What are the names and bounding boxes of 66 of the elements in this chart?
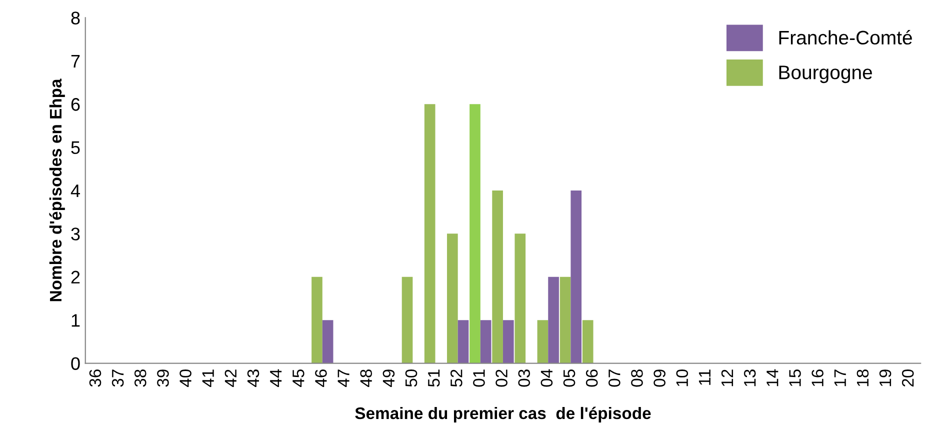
bar [492, 190, 503, 364]
x-tick-label: 47 [338, 370, 350, 387]
x-tick-label: 37 [112, 370, 124, 387]
bar [480, 320, 492, 364]
x-tick-label: 40 [180, 369, 192, 387]
bar [470, 104, 480, 364]
x-tick-label: 07 [608, 370, 620, 387]
x-tick-label: 01 [473, 370, 485, 387]
y-tick-label: 2 [71, 270, 80, 284]
x-tick-label: 08 [631, 370, 643, 387]
bar [570, 190, 582, 364]
bar [514, 234, 526, 364]
y-tick-label: 8 [71, 12, 80, 24]
x-tick-label: 19 [879, 370, 892, 386]
bar [548, 276, 559, 364]
bar [322, 320, 334, 364]
legend-label: Franche-Comté [779, 30, 912, 45]
x-tick-label: 36 [89, 370, 102, 387]
x-tick-label: 09 [654, 370, 666, 387]
x-tick-label: 44 [270, 369, 282, 387]
y-tick-label: 7 [71, 55, 80, 68]
x-tick-label: 45 [292, 370, 304, 387]
x-tick-label: 39 [157, 370, 169, 387]
x-tick-label: 48 [360, 370, 372, 387]
x-tick-label: 11 [698, 370, 710, 385]
bar [312, 276, 322, 364]
legend-label: Bourgogne [779, 66, 872, 84]
bar [458, 320, 469, 364]
bar [402, 276, 413, 364]
x-tick-label: 51 [428, 370, 440, 387]
bar [560, 276, 571, 364]
x-tick-label: 50 [405, 369, 418, 387]
x-tick-label: 18 [856, 370, 869, 386]
bar [446, 234, 458, 364]
bar [537, 320, 548, 364]
bar [582, 320, 594, 364]
x-tick-label: 04 [540, 369, 553, 387]
x-tick-label: 46 [315, 370, 327, 387]
x-tick-label: 49 [382, 370, 395, 387]
x-tick-label: 17 [834, 370, 846, 386]
x-tick-label: 02 [496, 370, 508, 387]
x-tick-label: 16 [812, 370, 824, 386]
bar [502, 320, 514, 364]
x-tick-label: 03 [518, 370, 530, 387]
x-tick-label: 14 [766, 369, 778, 386]
x-tick-label: 52 [450, 370, 462, 387]
x-tick-label: 13 [744, 370, 756, 386]
x-tick-label: 38 [134, 370, 146, 387]
x-tick-label: 42 [224, 370, 236, 387]
y-tick-label: 1 [72, 314, 80, 327]
y-tick-label: 3 [71, 228, 80, 240]
x-tick-label: 15 [789, 370, 801, 386]
x-tick-label: 05 [563, 370, 576, 387]
x-tick-label: 12 [721, 370, 734, 386]
y-tick-label: 0 [71, 357, 80, 370]
y-axis-title: Nombre d'épisodes en Ehpa [49, 78, 65, 302]
x-tick-label: 20 [902, 369, 914, 387]
x-tick-label: 10 [676, 369, 688, 386]
x-tick-label: 41 [202, 370, 214, 387]
x-tick-label: 06 [586, 370, 598, 387]
y-tick-label: 4 [70, 184, 80, 198]
y-tick-label: 5 [71, 141, 80, 154]
bar [424, 104, 436, 364]
x-axis-title: Semaine du premier cas de l'épisode [355, 406, 651, 422]
y-tick-label: 6 [71, 98, 80, 111]
x-tick-label: 43 [247, 370, 260, 387]
